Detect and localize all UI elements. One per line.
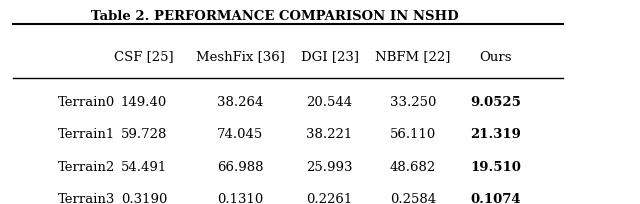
Text: DGI [23]: DGI [23] bbox=[301, 51, 358, 64]
Text: Terrain3: Terrain3 bbox=[58, 193, 115, 204]
Text: 0.1310: 0.1310 bbox=[217, 193, 263, 204]
Text: 56.110: 56.110 bbox=[390, 128, 436, 141]
Text: Ours: Ours bbox=[480, 51, 512, 64]
Text: NBFM [22]: NBFM [22] bbox=[375, 51, 451, 64]
Text: 21.319: 21.319 bbox=[470, 128, 522, 141]
Text: 66.988: 66.988 bbox=[217, 161, 263, 174]
Text: Terrain2: Terrain2 bbox=[58, 161, 115, 174]
Text: 59.728: 59.728 bbox=[121, 128, 167, 141]
Text: 9.0525: 9.0525 bbox=[470, 95, 522, 109]
Text: 19.510: 19.510 bbox=[470, 161, 522, 174]
Text: 0.2584: 0.2584 bbox=[390, 193, 436, 204]
Text: CSF [25]: CSF [25] bbox=[114, 51, 174, 64]
Text: MeshFix [36]: MeshFix [36] bbox=[196, 51, 284, 64]
Text: 25.993: 25.993 bbox=[307, 161, 353, 174]
Text: 20.544: 20.544 bbox=[307, 95, 353, 109]
Text: 48.682: 48.682 bbox=[390, 161, 436, 174]
Text: Terrain0: Terrain0 bbox=[58, 95, 115, 109]
Text: Terrain1: Terrain1 bbox=[58, 128, 115, 141]
Text: 149.40: 149.40 bbox=[121, 95, 167, 109]
Text: 0.2261: 0.2261 bbox=[307, 193, 353, 204]
Text: 0.3190: 0.3190 bbox=[121, 193, 167, 204]
Text: 74.045: 74.045 bbox=[217, 128, 263, 141]
Text: 33.250: 33.250 bbox=[390, 95, 436, 109]
Text: 38.221: 38.221 bbox=[307, 128, 353, 141]
Text: 54.491: 54.491 bbox=[121, 161, 167, 174]
Text: Table 2. PERFORMANCE COMPARISON IN NSHD: Table 2. PERFORMANCE COMPARISON IN NSHD bbox=[92, 10, 459, 23]
Text: 0.1074: 0.1074 bbox=[470, 193, 522, 204]
Text: 38.264: 38.264 bbox=[217, 95, 263, 109]
